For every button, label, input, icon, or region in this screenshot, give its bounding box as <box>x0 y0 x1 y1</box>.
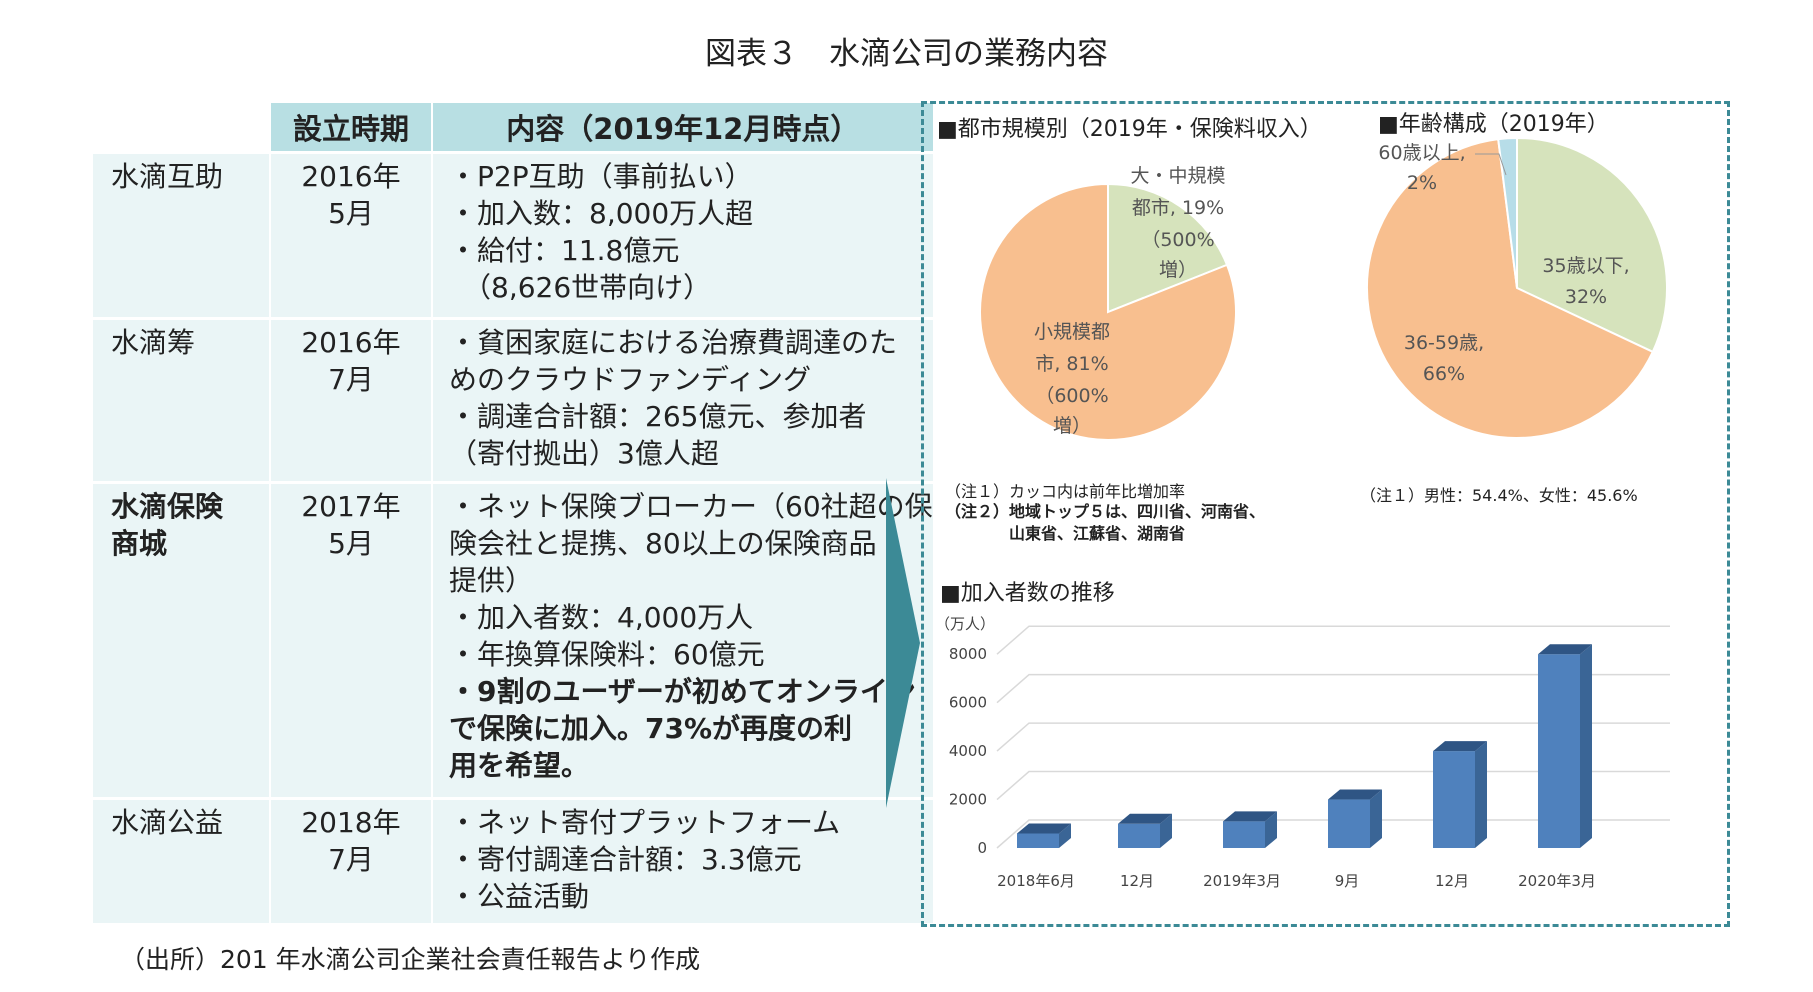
pie1-label: 市, 81% <box>1035 353 1108 375</box>
bar <box>1433 741 1487 848</box>
bar <box>1118 813 1172 848</box>
bar-gridline <box>996 722 1670 752</box>
table-row: 水滴筹 2016年 7月 ・貧困家庭における治療費調達のた めのクラウドファンディ… <box>93 317 935 481</box>
pie1-label: （600% <box>1035 385 1108 407</box>
pie1-label: 都市, 19% <box>1132 197 1224 219</box>
pie2-label: 60歳以上, <box>1378 142 1465 164</box>
pie2-label: 2% <box>1407 172 1437 194</box>
pie1-slice-large-medium-city <box>1107 182 1229 314</box>
pie1-label: 増） <box>1053 415 1091 437</box>
bar-title: ■加入者数の推移 <box>940 581 1115 606</box>
established-month: 5月 <box>328 197 374 230</box>
bar-y-tick: 0 <box>977 839 987 857</box>
bar-x-tick: 12月 <box>1120 872 1154 890</box>
pie1-label: 増） <box>1159 259 1197 281</box>
content-line: ・調達合計額：265億元、参加者 <box>449 400 867 433</box>
content-line: ・寄付調達合計額：3.3億元 <box>449 843 802 876</box>
bar-y-tick: 4000 <box>949 742 987 760</box>
pie2-chart: 60歳以上, 2% 35歳以下, 32% 36-59歳, 66% <box>1366 136 1668 439</box>
bar-y-tick: 8000 <box>949 645 987 663</box>
header-content: 内容（2019年12月時点） <box>433 103 935 151</box>
company-name: 水滴公益 <box>111 806 224 839</box>
bar-unit: （万人） <box>935 615 995 633</box>
pie1-slice-small-city <box>979 182 1237 441</box>
company-name: 水滴互助 <box>111 160 224 193</box>
header-established: 設立時期 <box>271 103 433 151</box>
pie2-label: 32% <box>1565 286 1607 308</box>
bar-x-tick: 2020年3月 <box>1518 872 1596 890</box>
table-row: 水滴公益 2018年 7月 ・ネット寄付プラットフォーム ・寄付調達合計額：3.3… <box>93 797 935 923</box>
content-line: ・給付：11.8億元 <box>449 234 680 267</box>
established-year: 2018年 <box>301 806 401 839</box>
bar-gridline <box>996 625 1670 655</box>
bar-chart: （万人） 0 2000 4000 6000 8000 2018年6月 12月 2019年3月… <box>935 615 1670 890</box>
established-year: 2017年 <box>301 490 401 523</box>
pie2-slice-over-60 <box>1497 136 1518 289</box>
pie2-label: 35歳以下, <box>1542 255 1629 277</box>
content-line: ・P2P互助（事前払い） <box>449 160 753 193</box>
pie1-note: （注２）地域トップ５は、四川省、河南省、 <box>945 502 1266 521</box>
bar <box>1328 789 1382 848</box>
established-month: 7月 <box>328 363 374 396</box>
bar <box>1223 811 1277 848</box>
pie1-label: （500% <box>1141 229 1214 251</box>
content-line: ・公益活動 <box>449 880 590 913</box>
bar-x-tick: 2018年6月 <box>997 872 1075 890</box>
content-line: （寄付拠出）3億人超 <box>449 437 719 470</box>
business-table: 設立時期 内容（2019年12月時点） 水滴互助 2016年 5月 ・P2P互助（… <box>93 103 935 923</box>
content-line-bold: 用を希望。 <box>449 749 590 782</box>
content-line: ・ネット保険ブローカー（60社超の保 <box>449 490 933 523</box>
content-line-bold: で保険に加入。73%が再度の利 <box>449 712 853 745</box>
pie2-slice-under-35 <box>1516 136 1668 354</box>
figure-title: 図表３ 水滴公司の業務内容 <box>705 36 1108 72</box>
pie2-leader-line <box>1475 153 1507 176</box>
source-note: （出所）201 年水滴公司企業社会責任報告より作成 <box>120 945 701 974</box>
content-line: めのクラウドファンディング <box>449 363 812 396</box>
table-row: 水滴互助 2016年 5月 ・P2P互助（事前払い） ・加入数：8,000万人超 … <box>93 151 935 317</box>
content-line: ・加入数：8,000万人超 <box>449 197 754 230</box>
established-year: 2016年 <box>301 160 401 193</box>
pie2-slice-36-59 <box>1366 138 1655 439</box>
pie2-label: 36-59歳, <box>1404 332 1484 354</box>
pie1-note: （注１）カッコ内は前年比増加率 <box>945 482 1186 501</box>
pie2-title: ■年齢構成（2019年） <box>1378 112 1609 137</box>
company-name: 水滴保険 <box>111 490 224 523</box>
established-month: 7月 <box>328 843 374 876</box>
bar-gridline <box>996 673 1670 704</box>
charts-panel <box>921 101 1730 927</box>
arrow-icon <box>886 478 920 808</box>
established-month: 5月 <box>328 527 374 560</box>
content-line: （8,626世帯向け） <box>449 271 712 304</box>
content-line: ・加入者数：4,000万人 <box>449 601 754 634</box>
content-line: ・年換算保険料：60億元 <box>449 638 765 671</box>
pie2-label: 66% <box>1423 363 1465 385</box>
bar <box>1538 644 1592 848</box>
bar-x-tick: 9月 <box>1335 872 1360 890</box>
content-line-bold: ・9割のユーザーが初めてオンライン <box>449 675 916 708</box>
pie1-title: ■都市規模別（2019年・保険料収入） <box>937 117 1322 142</box>
bar-y-tick: 6000 <box>949 694 987 712</box>
content-line: 険会社と提携、80以上の保険商品 <box>449 527 877 560</box>
pie1-chart: 大・中規模 都市, 19% （500% 増） 小規模都 市, 81% （600%… <box>979 165 1237 441</box>
content-line: 提供） <box>449 564 534 597</box>
pie2-note: （注１）男性：54.4%、女性：45.6% <box>1360 486 1638 505</box>
pie1-label: 小規模都 <box>1034 321 1110 343</box>
bar-x-tick: 12月 <box>1435 872 1469 890</box>
content-line: ・貧困家庭における治療費調達のた <box>449 326 898 359</box>
bar-y-tick: 2000 <box>949 791 987 809</box>
bar-x-tick: 2019年3月 <box>1203 872 1281 890</box>
header-blank <box>93 103 271 151</box>
content-line: ・ネット寄付プラットフォーム <box>449 806 841 839</box>
bar <box>1017 823 1071 848</box>
established-year: 2016年 <box>301 326 401 359</box>
company-name-line2: 商城 <box>111 527 168 560</box>
company-name: 水滴筹 <box>111 326 196 359</box>
table-row: 水滴保険商城 2017年 5月 ・ネット保険ブローカー（60社超の保 険会社と提携… <box>93 481 935 797</box>
pie1-label: 大・中規模 <box>1130 165 1225 187</box>
pie1-note: 山東省、江蘇省、湖南省 <box>945 524 1186 543</box>
